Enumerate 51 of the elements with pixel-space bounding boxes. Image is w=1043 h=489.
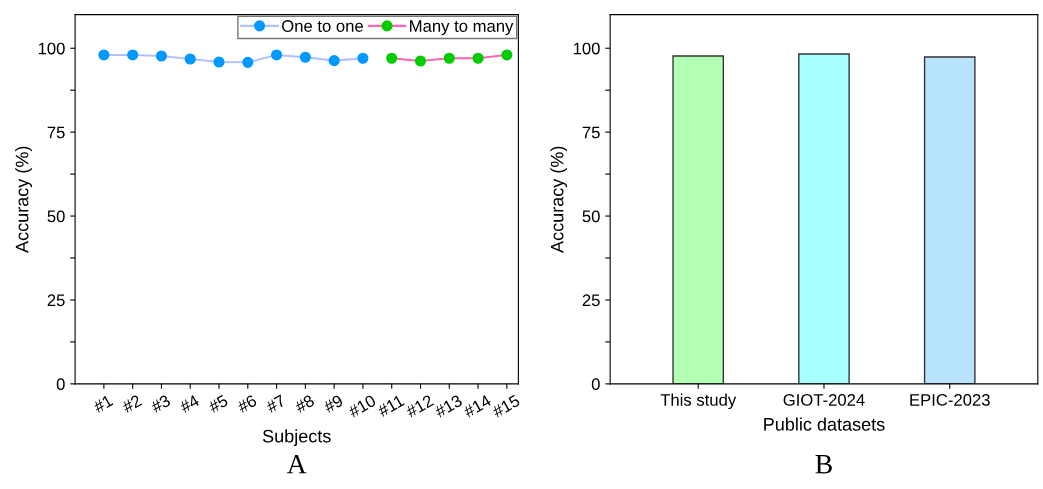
point [127,49,139,61]
x-tick-label: #8 [293,394,316,414]
y-axis-title: Accuracy (%) [15,146,33,253]
x-tick-label: EPIC-2023 [910,394,990,406]
y-tick-label: 25 [47,294,65,307]
legend-label: Many to many [410,20,514,36]
x-tick-label: #4 [178,394,200,414]
y-tick-label: 50 [582,210,600,223]
x-tick-label: #5 [207,394,229,414]
x-tick-label: This study [660,393,737,410]
point [357,52,369,64]
x-tick-label: #1 [92,394,114,414]
x-tick-label: #10 [347,394,377,419]
y-tick-label: 100 [38,42,65,55]
x-axis-title: Public datasets [764,417,885,431]
x-tick-label: #9 [322,394,344,414]
x-axis-title: Subjects [262,429,331,447]
point [271,49,283,61]
x-tick-label: #13 [433,394,463,419]
point [155,50,168,62]
y-tick-label: 75 [47,126,65,139]
y-tick-label: 25 [582,294,600,307]
point [443,52,455,64]
text: A [286,454,307,474]
point [414,55,427,67]
x-tick-label: #11 [376,394,405,418]
x-tick-label: #2 [121,394,143,414]
x-tick-label: #3 [149,394,172,414]
x-tick-label: GIOT-2024 [783,394,865,406]
x-tick-label: #6 [236,394,258,414]
y-tick-label: 100 [573,42,600,55]
x-tick-label: #14 [462,394,492,418]
y-tick-label: 0 [591,378,600,391]
point [501,49,513,61]
text: B [815,455,832,474]
x-tick-label: #15 [491,394,521,419]
y-axis-title: Accuracy (%) [550,146,568,253]
point [328,55,340,67]
point [242,56,254,68]
legend-label: One to one [282,20,363,32]
point [98,49,110,61]
x-tick-label: #7 [265,394,287,414]
point [386,52,398,64]
point [213,56,225,68]
y-tick-label: 75 [582,126,600,139]
y-tick-label: 50 [47,210,65,223]
point [472,52,484,64]
point [299,51,311,63]
x-tick-label: #12 [404,394,434,418]
point [184,53,196,65]
y-tick-label: 0 [56,378,65,391]
